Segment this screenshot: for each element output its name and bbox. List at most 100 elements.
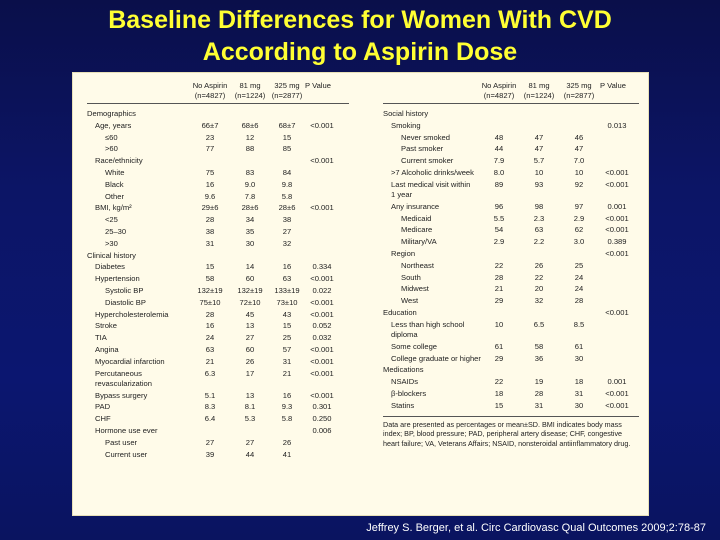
value-cell: 6.5 [533, 319, 545, 329]
value-cell: 36 [534, 353, 544, 363]
value-cell: 89 [494, 179, 504, 189]
value-cell: 58 [205, 274, 215, 284]
citation: Jeffrey S. Berger, et al. Circ Cardiovas… [366, 522, 706, 534]
table-row: Other 9.6 7.8 5.8 [87, 191, 349, 203]
value-cell: 29±6 [201, 203, 219, 213]
p-value-cell: 0.052 [312, 321, 332, 331]
row-label: Race/ethnicity [95, 156, 143, 166]
value-cell: 96 [494, 201, 504, 211]
table-row: Statins 15 31 30 <0.001 [383, 400, 639, 412]
value-cell: 29 [494, 296, 504, 306]
value-cell: 8.5 [573, 319, 585, 329]
value-cell: 61 [574, 341, 584, 351]
value-cell: 92 [574, 179, 584, 189]
row-label: Social history [383, 109, 429, 118]
column-header-text: P Value [305, 81, 331, 90]
value-cell: 15 [205, 262, 215, 272]
value-cell: 75 [205, 167, 215, 177]
row-label: Diabetes [95, 262, 125, 272]
value-cell: 15 [282, 132, 292, 142]
value-cell: 75±10 [199, 297, 221, 307]
p-value-cell: <0.001 [310, 203, 334, 213]
column-header: 81 mg (n=1224) [519, 81, 559, 101]
value-cell: 34 [245, 215, 255, 225]
value-cell: 9.3 [281, 402, 293, 412]
value-cell: 83 [245, 167, 255, 177]
value-cell: 31 [282, 356, 292, 366]
value-cell: 132±19 [197, 285, 223, 295]
value-cell: 8.3 [204, 402, 216, 412]
value-cell: 47 [574, 144, 584, 154]
value-cell: 9.8 [281, 179, 293, 189]
value-cell: 23 [205, 132, 215, 142]
row-label: Past user [105, 437, 138, 447]
value-cell: 47 [534, 132, 544, 142]
value-cell: 2.2 [533, 237, 545, 247]
row-label: Black [105, 179, 124, 189]
value-cell: 58 [534, 341, 544, 351]
value-cell: 26 [534, 260, 544, 270]
value-cell: 6.3 [204, 368, 216, 378]
value-cell: 54 [494, 225, 504, 235]
value-cell: 21 [205, 356, 215, 366]
value-cell: 26 [282, 437, 292, 447]
value-cell: 84 [282, 167, 292, 177]
value-cell: 57 [282, 344, 292, 354]
value-cell: 88 [245, 144, 255, 154]
value-cell: 16 [205, 321, 215, 331]
value-cell: 93 [534, 179, 544, 189]
p-value-cell: <0.001 [310, 356, 334, 366]
value-cell: 19 [534, 377, 544, 387]
table-row: Medicare 54 63 62 <0.001 [383, 224, 639, 236]
row-label: TIA [95, 333, 107, 343]
p-value-cell: 0.013 [607, 120, 627, 130]
row-label: West [401, 296, 419, 306]
row-label: Medications [383, 365, 424, 375]
table-row: Less than high school diploma 10 6.5 8.5 [383, 319, 639, 341]
value-cell: 7.9 [493, 156, 505, 166]
table-row: Past user 27 27 26 [87, 437, 349, 449]
value-cell: 21 [494, 284, 504, 294]
value-cell: 26 [245, 356, 255, 366]
row-label: Percutaneous revascularization [95, 368, 152, 388]
column-header-text: (n=2877) [563, 91, 595, 100]
value-cell: 20 [534, 284, 544, 294]
value-cell: 24 [574, 272, 584, 282]
row-label: Region [391, 248, 416, 258]
value-cell: 5.8 [281, 191, 293, 201]
table-row: Military/VA 2.9 2.2 3.0 0.389 [383, 236, 639, 248]
row-label: ≤60 [105, 132, 118, 142]
p-value-cell: 0.022 [312, 285, 332, 295]
value-cell: 63 [534, 225, 544, 235]
row-label: Medicaid [401, 213, 432, 223]
p-value-cell: <0.001 [605, 213, 629, 223]
row-label: Some college [391, 341, 438, 351]
table-header: No Aspirin (n=4827) 81 mg (n=1224) 325 mg (n=… [383, 79, 639, 104]
row-label: CHF [95, 414, 111, 424]
row-label: Hypercholesterolemia [95, 309, 169, 319]
p-value-cell: <0.001 [310, 368, 334, 378]
title-line-1: Baseline Differences for Women With CVD [108, 6, 612, 34]
row-label: Midwest [401, 284, 429, 294]
value-cell: 18 [574, 377, 584, 387]
row-label: <25 [105, 215, 118, 225]
p-value-cell: <0.001 [310, 344, 334, 354]
table-row: Region <0.001 [383, 248, 639, 260]
value-cell: 132±19 [237, 285, 263, 295]
value-cell: 32 [534, 296, 544, 306]
p-value-cell: <0.001 [605, 167, 629, 177]
p-value-cell: <0.001 [310, 390, 334, 400]
table-row: Percutaneous revascularization 6.3 17 21 <0.… [87, 368, 349, 390]
value-cell: 16 [282, 262, 292, 272]
table-row: West 29 32 28 [383, 295, 639, 307]
value-cell: 44 [245, 449, 255, 459]
value-cell: 30 [574, 400, 584, 410]
value-cell: 30 [245, 238, 255, 248]
value-cell: 31 [205, 238, 215, 248]
column-header: No Aspirin (n=4827) [479, 81, 519, 101]
row-label: Current user [105, 449, 148, 459]
value-cell: 27 [245, 333, 255, 343]
column-header-text: 325 mg [274, 81, 300, 90]
value-cell: 85 [282, 144, 292, 154]
table-row: Last medical visit within 1 year 89 93 92 <0… [383, 179, 639, 201]
